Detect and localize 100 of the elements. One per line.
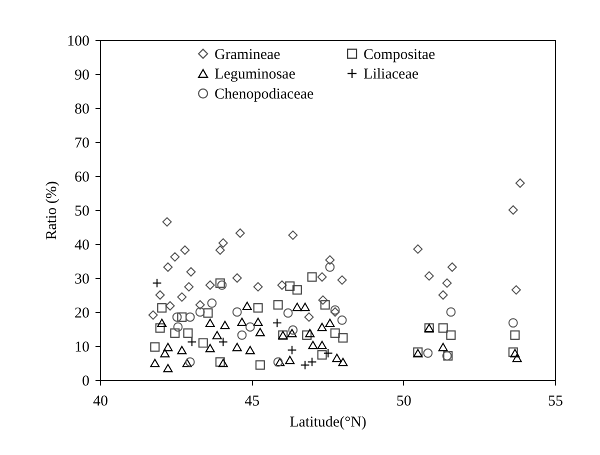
point bbox=[317, 272, 327, 282]
point bbox=[218, 238, 228, 248]
point bbox=[220, 320, 230, 330]
point bbox=[157, 318, 167, 328]
point bbox=[320, 300, 330, 310]
point bbox=[446, 307, 456, 317]
point bbox=[170, 252, 180, 262]
point bbox=[184, 282, 194, 292]
point bbox=[288, 325, 298, 335]
point bbox=[237, 318, 247, 326]
point bbox=[205, 318, 215, 328]
point bbox=[272, 318, 282, 328]
point bbox=[237, 330, 247, 340]
point bbox=[304, 312, 314, 322]
point bbox=[288, 230, 298, 240]
point bbox=[212, 330, 222, 340]
point bbox=[173, 322, 183, 332]
point bbox=[283, 308, 293, 318]
point bbox=[232, 273, 242, 283]
y-tick-label: 50 bbox=[74, 204, 90, 220]
point bbox=[218, 358, 228, 368]
point bbox=[447, 262, 457, 272]
point bbox=[150, 358, 160, 368]
x-tick-label: 50 bbox=[396, 394, 412, 410]
x-tick-label: 40 bbox=[93, 394, 108, 410]
y-tick-label: 80 bbox=[74, 102, 90, 118]
point bbox=[317, 322, 327, 332]
point bbox=[150, 342, 160, 352]
point bbox=[186, 267, 196, 277]
point bbox=[292, 302, 302, 312]
y-tick-label: 60 bbox=[74, 170, 90, 186]
legend-label: Chenopodiaceae bbox=[214, 86, 314, 102]
point bbox=[162, 217, 172, 227]
point bbox=[155, 323, 165, 333]
point bbox=[177, 292, 187, 302]
point bbox=[287, 328, 297, 338]
x-axis-title: Latitude(°N) bbox=[290, 414, 366, 430]
y-tick-label: 0 bbox=[82, 374, 90, 390]
point bbox=[215, 245, 225, 255]
point bbox=[165, 301, 175, 311]
point bbox=[195, 307, 205, 317]
point bbox=[338, 333, 348, 343]
point bbox=[330, 328, 340, 338]
point bbox=[163, 342, 173, 352]
point bbox=[438, 290, 448, 300]
point bbox=[177, 312, 187, 322]
point bbox=[172, 312, 182, 322]
y-axis-title: Ratio (%) bbox=[44, 181, 60, 240]
point bbox=[515, 178, 525, 188]
point bbox=[235, 228, 245, 238]
point bbox=[318, 295, 328, 305]
point bbox=[160, 348, 170, 358]
point bbox=[255, 328, 265, 336]
point bbox=[245, 346, 255, 354]
point bbox=[292, 285, 302, 295]
legend-label: Gramineae bbox=[214, 46, 281, 63]
point bbox=[218, 337, 228, 347]
point bbox=[232, 307, 242, 317]
point bbox=[170, 328, 180, 338]
x-tick-label: 45 bbox=[244, 394, 260, 410]
point bbox=[512, 354, 522, 362]
point bbox=[180, 245, 190, 255]
point bbox=[337, 315, 347, 325]
point bbox=[442, 278, 452, 288]
point bbox=[253, 318, 263, 326]
y-tick-label: 70 bbox=[74, 136, 90, 152]
point bbox=[325, 318, 335, 328]
point bbox=[508, 318, 518, 328]
point bbox=[511, 285, 521, 295]
point bbox=[183, 328, 193, 338]
point bbox=[510, 330, 520, 340]
point bbox=[307, 272, 317, 282]
point bbox=[305, 328, 315, 338]
point bbox=[182, 358, 192, 368]
point bbox=[187, 337, 197, 347]
point bbox=[242, 302, 252, 310]
point bbox=[308, 340, 318, 350]
point bbox=[185, 312, 195, 322]
point bbox=[338, 358, 348, 366]
point bbox=[300, 360, 310, 370]
point bbox=[423, 348, 433, 358]
point bbox=[323, 348, 333, 358]
point bbox=[287, 345, 297, 355]
y-tick-label: 30 bbox=[74, 272, 90, 288]
point bbox=[332, 354, 342, 362]
point bbox=[325, 255, 335, 265]
point bbox=[317, 350, 327, 360]
point bbox=[195, 300, 205, 310]
point bbox=[155, 290, 165, 300]
point bbox=[203, 308, 213, 318]
point bbox=[157, 303, 167, 313]
legend-label: Leguminosae bbox=[214, 66, 296, 82]
point bbox=[285, 356, 295, 364]
point bbox=[300, 302, 310, 312]
point bbox=[508, 205, 518, 215]
point bbox=[232, 342, 242, 352]
point bbox=[413, 244, 423, 254]
point bbox=[446, 330, 456, 340]
point bbox=[302, 330, 312, 340]
point bbox=[253, 303, 263, 313]
